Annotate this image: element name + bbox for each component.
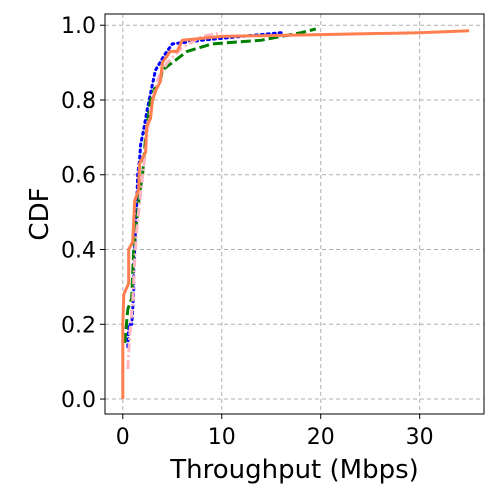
x-tick-label: 30 — [406, 425, 434, 450]
series-pink-dashdot — [126, 31, 223, 370]
x-tick-label: 0 — [116, 425, 130, 450]
tick-layer: 0 10 20 30 0.0 0.2 0.4 0.6 0.8 1.0 — [61, 14, 434, 450]
y-axis-label: CDF — [25, 187, 55, 240]
y-tick-label: 0.6 — [61, 164, 96, 189]
y-tick-label: 0.4 — [61, 239, 96, 264]
y-tick-label: 0.8 — [61, 89, 96, 114]
grid-layer — [105, 14, 484, 414]
series-blue-dotted — [126, 31, 283, 349]
x-axis-label: Throughput (Mbps) — [169, 455, 419, 485]
series-orange-solid — [121, 29, 470, 399]
plot-frame — [104, 13, 485, 415]
y-tick-label: 1.0 — [61, 14, 96, 39]
x-tick-label: 20 — [307, 425, 335, 450]
y-tick-label: 0.0 — [61, 388, 96, 413]
y-tick-label: 0.2 — [61, 313, 96, 338]
series-layer — [121, 27, 470, 399]
series-green-dashed — [123, 27, 317, 344]
x-tick-label: 10 — [208, 425, 236, 450]
